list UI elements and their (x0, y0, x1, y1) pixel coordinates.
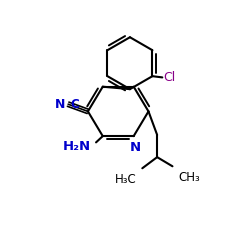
Text: N: N (55, 98, 65, 111)
Text: CH₃: CH₃ (178, 171, 200, 184)
Text: H₃C: H₃C (114, 173, 136, 186)
Text: N: N (129, 140, 140, 153)
Text: H₂N: H₂N (63, 140, 91, 152)
Text: C: C (70, 98, 79, 111)
Text: Cl: Cl (164, 71, 176, 84)
